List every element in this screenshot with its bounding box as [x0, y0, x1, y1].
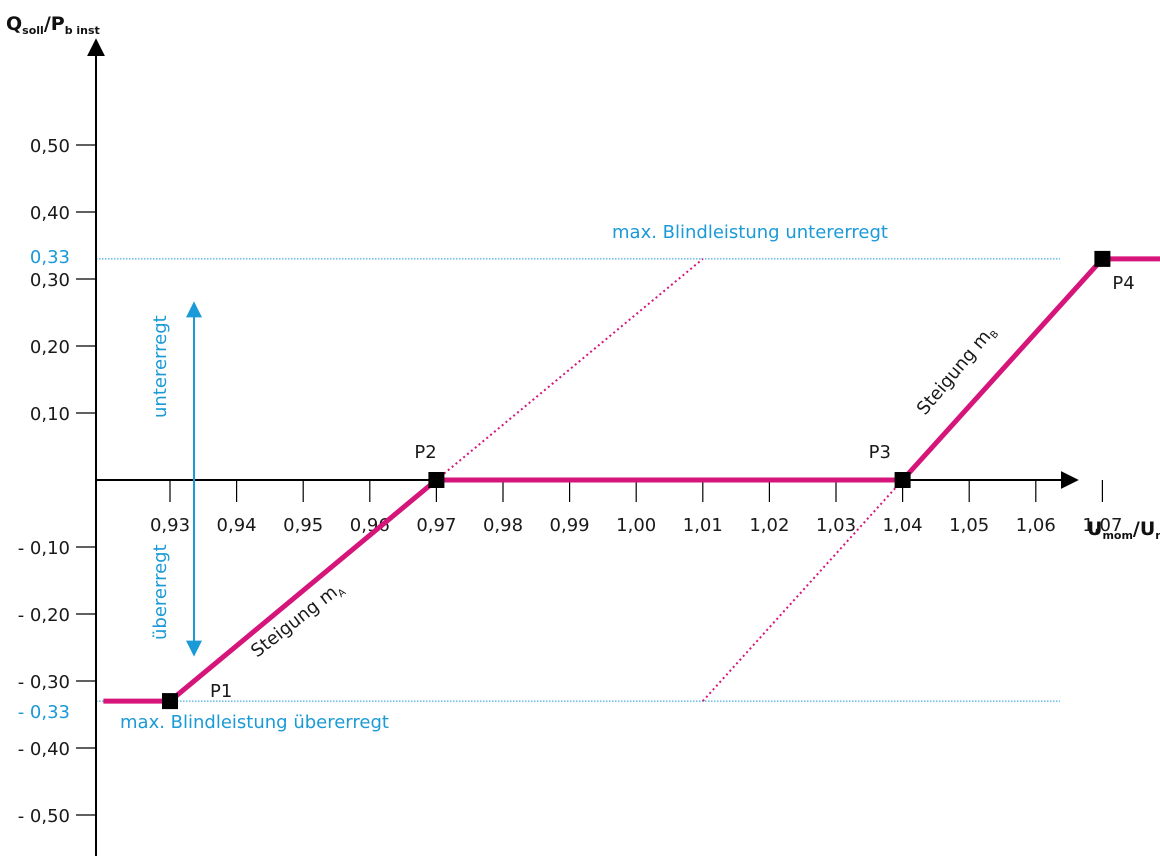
slope-label-a: Steigung mA [247, 577, 348, 663]
limit-label-upper: max. Blindleistung untererregt [612, 222, 888, 243]
limit-tick-label: 0,33 [30, 247, 70, 268]
x-axis-title: Umom/Un [1087, 518, 1160, 542]
arrow-label-untererregt: untererregt [150, 315, 171, 418]
point-label-p4: P4 [1112, 273, 1134, 294]
limit-lines: 0,33 - 0,33 [18, 247, 1060, 723]
y-tick-label: - 0,20 [18, 605, 70, 626]
y-tick-label: 0,30 [30, 270, 70, 291]
x-tick-label: 1,01 [683, 515, 723, 536]
y-tick-label: 0,10 [30, 404, 70, 425]
y-tick-label: 0,40 [30, 203, 70, 224]
y-tick-label: - 0,30 [18, 672, 70, 693]
limit-tick-label: - 0,33 [18, 702, 70, 723]
x-tick-label: 1,05 [949, 515, 989, 536]
point-marker-p2 [428, 472, 445, 488]
x-tick-label: 0,95 [283, 515, 323, 536]
points: P1 P2 P3 P4 [162, 250, 1135, 710]
y-tick-label: 0,50 [30, 136, 70, 157]
x-tick-label: 1,06 [1016, 515, 1056, 536]
point-marker-p4 [1094, 250, 1111, 267]
x-tick-label: 0,94 [217, 515, 257, 536]
x-tick-label: 1,04 [883, 515, 923, 536]
dotted-extension-line [702, 479, 904, 702]
x-tick-label: 1,02 [749, 515, 789, 536]
point-label-p1: P1 [210, 681, 232, 702]
x-tick-label: 1,00 [616, 515, 656, 536]
x-tick-label: 0,99 [550, 515, 590, 536]
x-tick-label: 0,98 [483, 515, 523, 536]
point-label-p2: P2 [414, 442, 436, 463]
y-tick-label: - 0,40 [18, 739, 70, 760]
arrow-label-uebererregt: übererregt [150, 544, 171, 640]
point-label-p3: P3 [869, 442, 891, 463]
y-tick-label: - 0,50 [18, 806, 70, 827]
axis-ticks: 0,93 0,94 0,95 0,96 0,97 0,98 0,99 1,00 1,01 1,02… [18, 136, 1123, 827]
limit-label-lower: max. Blindleistung übererregt [120, 712, 389, 733]
y-tick-label: - 0,10 [18, 538, 70, 559]
x-tick-label: 1,07 [1082, 515, 1122, 536]
y-axis-title: Qsoll/Pb inst [6, 13, 100, 37]
characteristic-curve [103, 256, 1160, 704]
dotted-extension-line [435, 258, 704, 481]
x-tick-label: 0,97 [416, 515, 456, 536]
x-tick-label: 0,96 [350, 515, 390, 536]
point-marker-p1 [162, 693, 178, 710]
x-tick-label: 1,03 [816, 515, 856, 536]
y-tick-label: 0,20 [30, 337, 70, 358]
curve [103, 256, 1160, 704]
slope-label-b: Steigung mB [913, 321, 1002, 420]
x-tick-label: 0,93 [150, 515, 190, 536]
point-marker-p3 [894, 472, 911, 488]
